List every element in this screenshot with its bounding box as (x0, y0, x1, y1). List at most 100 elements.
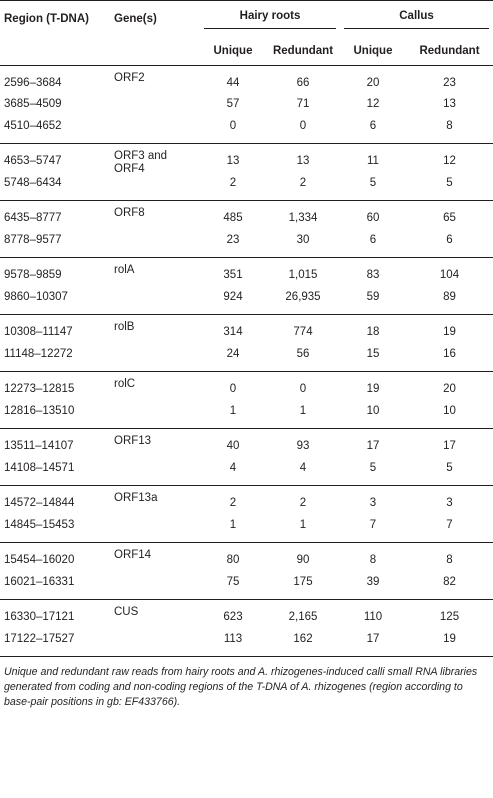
hairy-unique-cell: 485 (223, 211, 243, 224)
callus-unique-cell: 5 (369, 461, 377, 474)
row-group: 2596–3684 ORF2 44 66 20 23 3685–4509 57 71 12 13 45… (0, 66, 493, 144)
hairy-unique-cell: 2 (229, 496, 237, 509)
callus-unique-cell: 10 (366, 404, 380, 417)
table-row: 11148–12272 24 56 15 16 (0, 343, 493, 372)
callus-redundant-cell: 8 (446, 119, 453, 132)
hairy-unique-cell: 623 (223, 610, 243, 623)
callus-redundant-cell: 3 (446, 496, 453, 509)
table-row: 12816–13510 1 1 10 10 (0, 400, 493, 429)
hairy-unique-cell: 80 (226, 553, 240, 566)
callus-redundant-cell: 10 (443, 404, 456, 417)
row-group: 10308–11147 rolB 314 774 18 19 11148–12272 24 56… (0, 315, 493, 372)
table-row: 10308–11147 rolB 314 774 18 19 (0, 315, 493, 344)
table-row: 6435–8777 ORF8 485 1,334 60 65 (0, 201, 493, 230)
callus-redundant-cell: 16 (443, 347, 456, 360)
region-cell: 17122–17527 (4, 632, 75, 645)
callus-unique-cell: 18 (366, 325, 380, 338)
callus-unique-cell: 3 (369, 496, 377, 509)
table-row: 16330–17121 CUS 623 2,165 110 125 (0, 600, 493, 629)
callus-redundant-cell: 12 (443, 154, 456, 167)
callus-unique-cell: 5 (369, 176, 377, 189)
callus-unique-cell: 17 (366, 632, 380, 645)
gene-cell: ORF13 (114, 435, 152, 447)
region-cell: 4653–5747 (4, 154, 62, 167)
region-cell: 9578–9859 (4, 268, 62, 281)
table-row: 16021–16331 75 175 39 82 (0, 571, 493, 600)
table-row: 13511–14107 ORF13 40 93 17 17 (0, 429, 493, 458)
header-row-sub: Unique Redundant Unique Redundant (0, 37, 493, 66)
callus-redundant-cell: 20 (443, 382, 456, 395)
table-row: 9860–10307 924 26,935 59 89 (0, 286, 493, 315)
hairy-unique-cell: 0 (229, 119, 237, 132)
gene-cell: ORF8 (114, 207, 145, 219)
hairy-unique-cell: 75 (226, 575, 240, 588)
hairy-redundant-cell: 56 (296, 347, 310, 360)
hairy-redundant-cell: 71 (296, 98, 310, 110)
hairy-unique-cell: 40 (226, 439, 240, 452)
hairy-unique-cell: 2 (229, 176, 237, 189)
header-row-top: Region (T-DNA) Gene(s) Hairy roots Callu… (0, 0, 493, 37)
hairy-unique-cell: 24 (226, 347, 240, 360)
table-row: 4510–4652 0 0 6 8 (0, 115, 493, 144)
gene-cell: ORF2 (114, 72, 145, 84)
header-callus-unique: Unique (353, 45, 393, 57)
region-cell: 5748–6434 (4, 176, 62, 189)
row-group: 16330–17121 CUS 623 2,165 110 125 17122–17527 1… (0, 600, 493, 657)
hairy-unique-cell: 57 (226, 98, 240, 110)
hairy-redundant-cell: 1,015 (288, 268, 318, 281)
region-cell: 12273–12815 (4, 382, 75, 395)
reads-table: Region (T-DNA) Gene(s) Hairy roots Callu… (0, 0, 493, 657)
callus-redundant-cell: 6 (446, 233, 453, 246)
region-cell: 14108–14571 (4, 461, 75, 474)
hairy-unique-cell: 44 (226, 76, 240, 89)
region-cell: 10308–11147 (4, 325, 73, 338)
gene-cell: rolC (114, 378, 136, 390)
callus-unique-cell: 8 (369, 553, 377, 566)
hairy-redundant-cell: 1,334 (288, 211, 318, 224)
callus-redundant-cell: 17 (443, 439, 456, 452)
hairy-redundant-cell: 2 (299, 176, 307, 189)
callus-redundant-cell: 5 (446, 176, 453, 189)
table-row: 4653–5747 ORF3 and ORF4 13 13 11 12 (0, 144, 493, 175)
hairy-unique-cell: 0 (229, 382, 237, 395)
callus-redundant-cell: 5 (446, 461, 453, 474)
row-group: 13511–14107 ORF13 40 93 17 17 14108–14571 4 4 5 5 (0, 429, 493, 486)
callus-unique-cell: 110 (363, 610, 383, 623)
region-cell: 15454–16020 (4, 553, 75, 566)
callus-unique-cell: 11 (367, 154, 379, 167)
table-container: Region (T-DNA) Gene(s) Hairy roots Callu… (0, 0, 493, 708)
callus-redundant-cell: 7 (446, 518, 453, 531)
region-cell: 6435–8777 (4, 211, 62, 224)
hairy-redundant-cell: 4 (299, 461, 307, 474)
hairy-redundant-cell: 1 (299, 518, 307, 531)
hairy-redundant-cell: 90 (296, 553, 310, 566)
hairy-unique-cell: 4 (229, 461, 237, 474)
table-row: 17122–17527 113 162 17 19 (0, 628, 493, 657)
callus-unique-cell: 19 (366, 382, 380, 395)
callus-unique-cell: 15 (366, 347, 380, 360)
hairy-redundant-cell: 0 (299, 119, 307, 132)
header-callus-redundant: Redundant (419, 45, 480, 57)
hairy-redundant-cell: 66 (296, 76, 310, 89)
gene-cell: ORF3 and ORF4 (114, 150, 168, 175)
callus-redundant-cell: 23 (443, 76, 456, 89)
gene-cell: ORF13a (114, 492, 158, 504)
region-cell: 4510–4652 (4, 119, 62, 132)
callus-unique-cell: 7 (369, 518, 377, 531)
gene-cell: CUS (114, 606, 139, 618)
table-row: 14108–14571 4 4 5 5 (0, 457, 493, 486)
callus-unique-cell: 60 (366, 211, 380, 224)
hairy-redundant-cell: 93 (296, 439, 310, 452)
hairy-unique-cell: 924 (223, 290, 243, 303)
table-row: 14845–15453 1 1 7 7 (0, 514, 493, 543)
hairy-redundant-cell: 162 (293, 632, 313, 645)
hairy-redundant-cell: 1 (299, 404, 307, 417)
hairy-unique-cell: 1 (229, 404, 237, 417)
row-group: 6435–8777 ORF8 485 1,334 60 65 8778–9577 23 30 6 6 (0, 201, 493, 258)
gene-cell: rolA (114, 264, 135, 276)
hairy-redundant-cell: 26,935 (285, 290, 321, 303)
table-row: 9578–9859 rolA 351 1,015 83 104 (0, 258, 493, 287)
region-cell: 8778–9577 (4, 233, 62, 246)
header-genes: Gene(s) (110, 0, 200, 37)
callus-redundant-cell: 89 (443, 290, 456, 303)
